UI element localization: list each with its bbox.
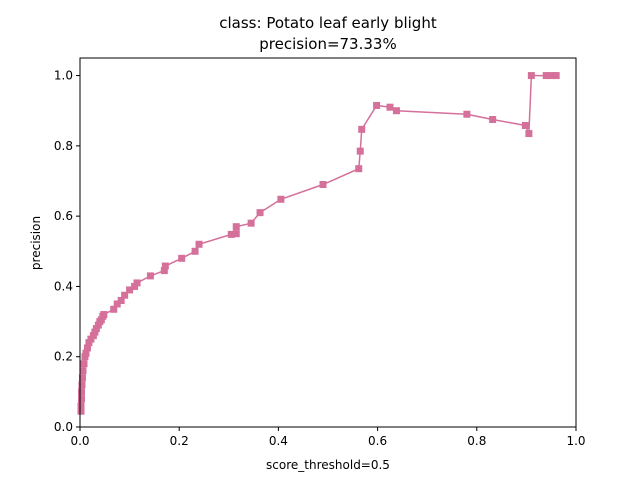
data-point	[227, 230, 235, 238]
data-point	[85, 339, 93, 347]
data-point	[319, 181, 327, 189]
data-point	[277, 195, 285, 203]
y-axis-ticks: 0.0 0.2 0.4 0.6 0.8 1.0	[54, 69, 80, 434]
data-point	[77, 395, 85, 403]
x-axis-label: score_threshold=0.5	[266, 458, 390, 472]
data-point	[77, 388, 85, 396]
data-point	[542, 72, 550, 80]
data-point	[358, 125, 366, 133]
data-point	[525, 130, 533, 138]
data-point	[133, 279, 141, 287]
data-point	[521, 121, 529, 129]
series-line	[80, 74, 557, 412]
data-point	[82, 349, 90, 357]
data-point	[232, 230, 240, 238]
data-point	[247, 219, 255, 227]
data-point	[392, 107, 400, 115]
data-point	[83, 344, 91, 352]
data-point	[110, 305, 118, 313]
data-point	[373, 101, 381, 109]
data-point	[386, 103, 394, 111]
x-tick-label: 0.4	[269, 434, 288, 448]
data-point	[87, 335, 95, 343]
data-point	[117, 296, 125, 304]
data-point	[89, 332, 97, 340]
data-point	[80, 360, 88, 368]
data-point	[161, 262, 169, 270]
y-axis-label: precision	[29, 216, 43, 270]
data-point	[160, 267, 168, 275]
x-tick-label: 0.2	[170, 434, 189, 448]
y-tick-label: 1.0	[54, 69, 73, 83]
data-point	[97, 316, 105, 324]
data-point	[78, 381, 86, 389]
data-point	[77, 407, 85, 415]
y-tick-label: 0.2	[54, 350, 73, 364]
data-point	[94, 321, 102, 329]
data-point	[191, 247, 199, 255]
plot-content	[77, 72, 560, 415]
data-point	[547, 72, 555, 80]
data-point	[356, 147, 364, 155]
data-point	[355, 165, 363, 173]
data-point	[79, 367, 87, 375]
chart-title: class: Potato leaf early blight	[219, 14, 437, 32]
data-point	[552, 72, 560, 80]
data-point	[91, 328, 99, 336]
data-point	[463, 110, 471, 118]
y-tick-label: 0.0	[54, 420, 73, 434]
axes-frame	[79, 57, 577, 428]
data-point	[178, 254, 186, 262]
data-point	[78, 374, 86, 382]
data-point	[527, 72, 535, 80]
y-tick-label: 0.4	[54, 279, 73, 293]
data-point	[126, 286, 134, 294]
data-point	[113, 300, 121, 308]
data-point	[146, 272, 154, 280]
x-tick-label: 0.8	[467, 434, 486, 448]
data-point	[195, 240, 203, 248]
data-point	[256, 209, 264, 217]
data-point	[92, 325, 100, 333]
data-point	[232, 223, 240, 231]
data-point	[489, 116, 497, 123]
x-axis-ticks: 0.0 0.2 0.4 0.6 0.8 1.0	[70, 427, 586, 448]
y-tick-label: 0.6	[54, 209, 73, 223]
x-tick-label: 0.6	[368, 434, 387, 448]
y-tick-label: 0.8	[54, 139, 73, 153]
x-tick-label: 0.0	[70, 434, 89, 448]
data-point	[121, 291, 129, 299]
data-point	[100, 311, 108, 319]
data-point	[77, 402, 85, 410]
data-point	[81, 353, 89, 361]
chart-subtitle: precision=73.33%	[259, 35, 396, 53]
x-tick-label: 1.0	[566, 434, 585, 448]
data-point	[131, 282, 139, 290]
